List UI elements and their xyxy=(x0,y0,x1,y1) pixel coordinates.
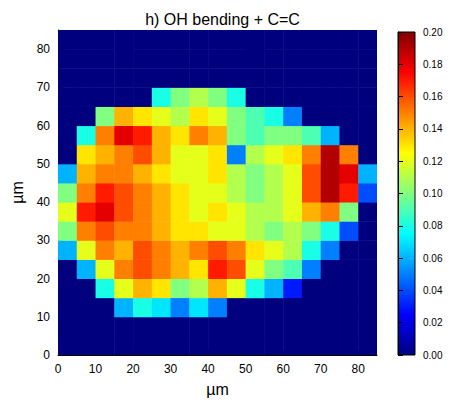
svg-text:0.10: 0.10 xyxy=(423,188,443,199)
svg-text:40: 40 xyxy=(37,195,51,209)
svg-text:30: 30 xyxy=(164,362,178,376)
svg-text:0.16: 0.16 xyxy=(423,91,443,102)
svg-text:0.20: 0.20 xyxy=(423,27,443,38)
svg-text:40: 40 xyxy=(201,362,215,376)
svg-text:30: 30 xyxy=(37,233,51,247)
svg-text:0.00: 0.00 xyxy=(423,350,443,361)
svg-text:0.14: 0.14 xyxy=(423,123,443,134)
svg-text:0: 0 xyxy=(43,348,50,362)
svg-text:0.02: 0.02 xyxy=(423,317,443,328)
svg-text:10: 10 xyxy=(37,310,51,324)
svg-text:60: 60 xyxy=(276,362,290,376)
svg-text:50: 50 xyxy=(239,362,253,376)
svg-text:0.18: 0.18 xyxy=(423,59,443,70)
svg-text:80: 80 xyxy=(352,362,366,376)
svg-text:80: 80 xyxy=(37,42,51,56)
svg-text:0: 0 xyxy=(55,362,62,376)
svg-text:0.12: 0.12 xyxy=(423,156,443,167)
svg-text:70: 70 xyxy=(37,80,51,94)
svg-text:10: 10 xyxy=(89,362,103,376)
svg-text:h) OH bending + C=C: h) OH bending + C=C xyxy=(145,11,300,28)
svg-text:50: 50 xyxy=(37,157,51,171)
svg-text:60: 60 xyxy=(37,119,51,133)
svg-text:0.04: 0.04 xyxy=(423,285,443,296)
svg-text:µm: µm xyxy=(206,381,229,398)
svg-text:0.06: 0.06 xyxy=(423,253,443,264)
svg-text:µm: µm xyxy=(9,181,26,204)
svg-text:0.08: 0.08 xyxy=(423,220,443,231)
svg-text:20: 20 xyxy=(126,362,140,376)
svg-text:20: 20 xyxy=(37,272,51,286)
svg-text:70: 70 xyxy=(314,362,328,376)
